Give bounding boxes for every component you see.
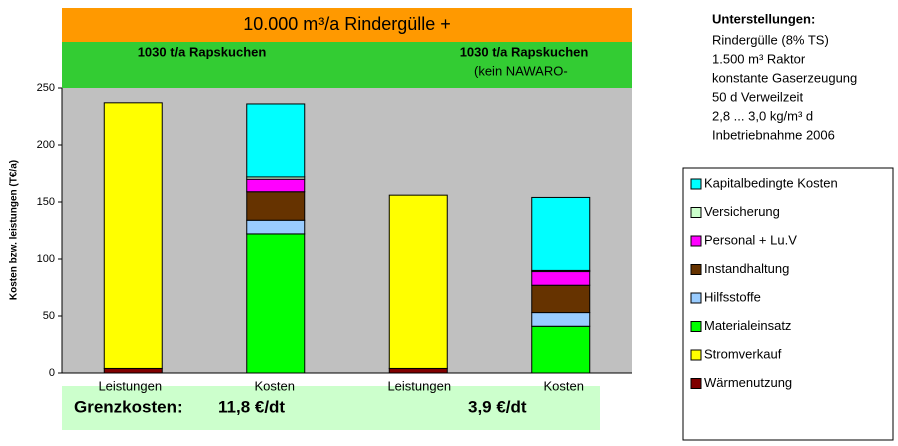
legend-label: Hilfsstoffe [704,289,761,304]
footer-label: Grenzkosten: [74,397,183,416]
note-line: 1.500 m³ Raktor [712,51,806,66]
y-tick-label: 0 [49,367,55,379]
note-line: konstante Gaserzeugung [712,70,857,85]
y-tick-label: 250 [37,82,55,94]
legend-swatch [690,207,702,218]
note-line: 50 d Verweilzeit [712,89,803,104]
legend-label: Kapitalbedingte Kosten [704,175,838,190]
bar-segment [103,102,163,369]
bar-segment [103,367,163,374]
bar-segment [246,233,306,374]
legend-swatch [690,349,702,361]
footer-value: 11,8 €/dt [218,397,285,416]
x-tick-label: Leistungen [98,378,162,393]
bar-segment [388,194,448,369]
legend-swatch [690,264,702,275]
legend-swatch [690,378,702,389]
bar-segment [388,367,448,374]
bar-segment [531,271,591,286]
footer-band [62,386,600,430]
bar-segment [246,103,306,178]
bar-segment [246,191,306,221]
subheader: 1030 t/a Rapskuchen [138,44,267,59]
y-tick-label: 50 [43,310,55,322]
legend-label: Personal + Lu.V [704,232,797,247]
legend-label: Versicherung [704,204,780,219]
note-line: Inbetriebnahme 2006 [712,127,835,142]
subheader: 1030 t/a Rapskuchen [460,44,589,59]
legend [682,167,894,441]
bar-segment [246,219,306,235]
y-tick-label: 100 [37,253,55,265]
notes-title: Unterstellungen: [712,11,815,26]
legend-label: Materialeinsatz [704,318,791,333]
header-band [62,8,632,42]
bar-segment [531,284,591,314]
x-tick-label: Kosten [544,378,584,393]
bar-segment [531,312,591,327]
subheader: (kein NAWARO- [474,63,568,78]
x-tick-label: Kosten [255,378,295,393]
x-tick-label: Leistungen [387,378,451,393]
legend-label: Instandhaltung [704,261,789,276]
legend-label: Stromverkauf [704,346,782,361]
bar-segment [246,178,306,193]
legend-swatch [690,235,702,247]
header: 10.000 m³/a Rindergülle + [243,14,451,34]
bar-segment [531,196,591,271]
y-tick-label: 150 [37,196,55,208]
subheader-band [62,42,632,88]
legend-swatch [690,321,702,332]
y-tick-label: 200 [37,139,55,151]
legend-label: Wärmenutzung [704,375,792,390]
note-line: Rindergülle (8% TS) [712,32,829,47]
bar-segment [531,325,591,374]
note-line: 2,8 ... 3,0 kg/m³ d [712,108,813,123]
legend-swatch [690,178,702,190]
footer-value: 3,9 €/dt [468,397,527,416]
legend-swatch [690,292,702,304]
y-axis-label: Kosten bzw. leistungen (T€/a) [9,160,20,300]
